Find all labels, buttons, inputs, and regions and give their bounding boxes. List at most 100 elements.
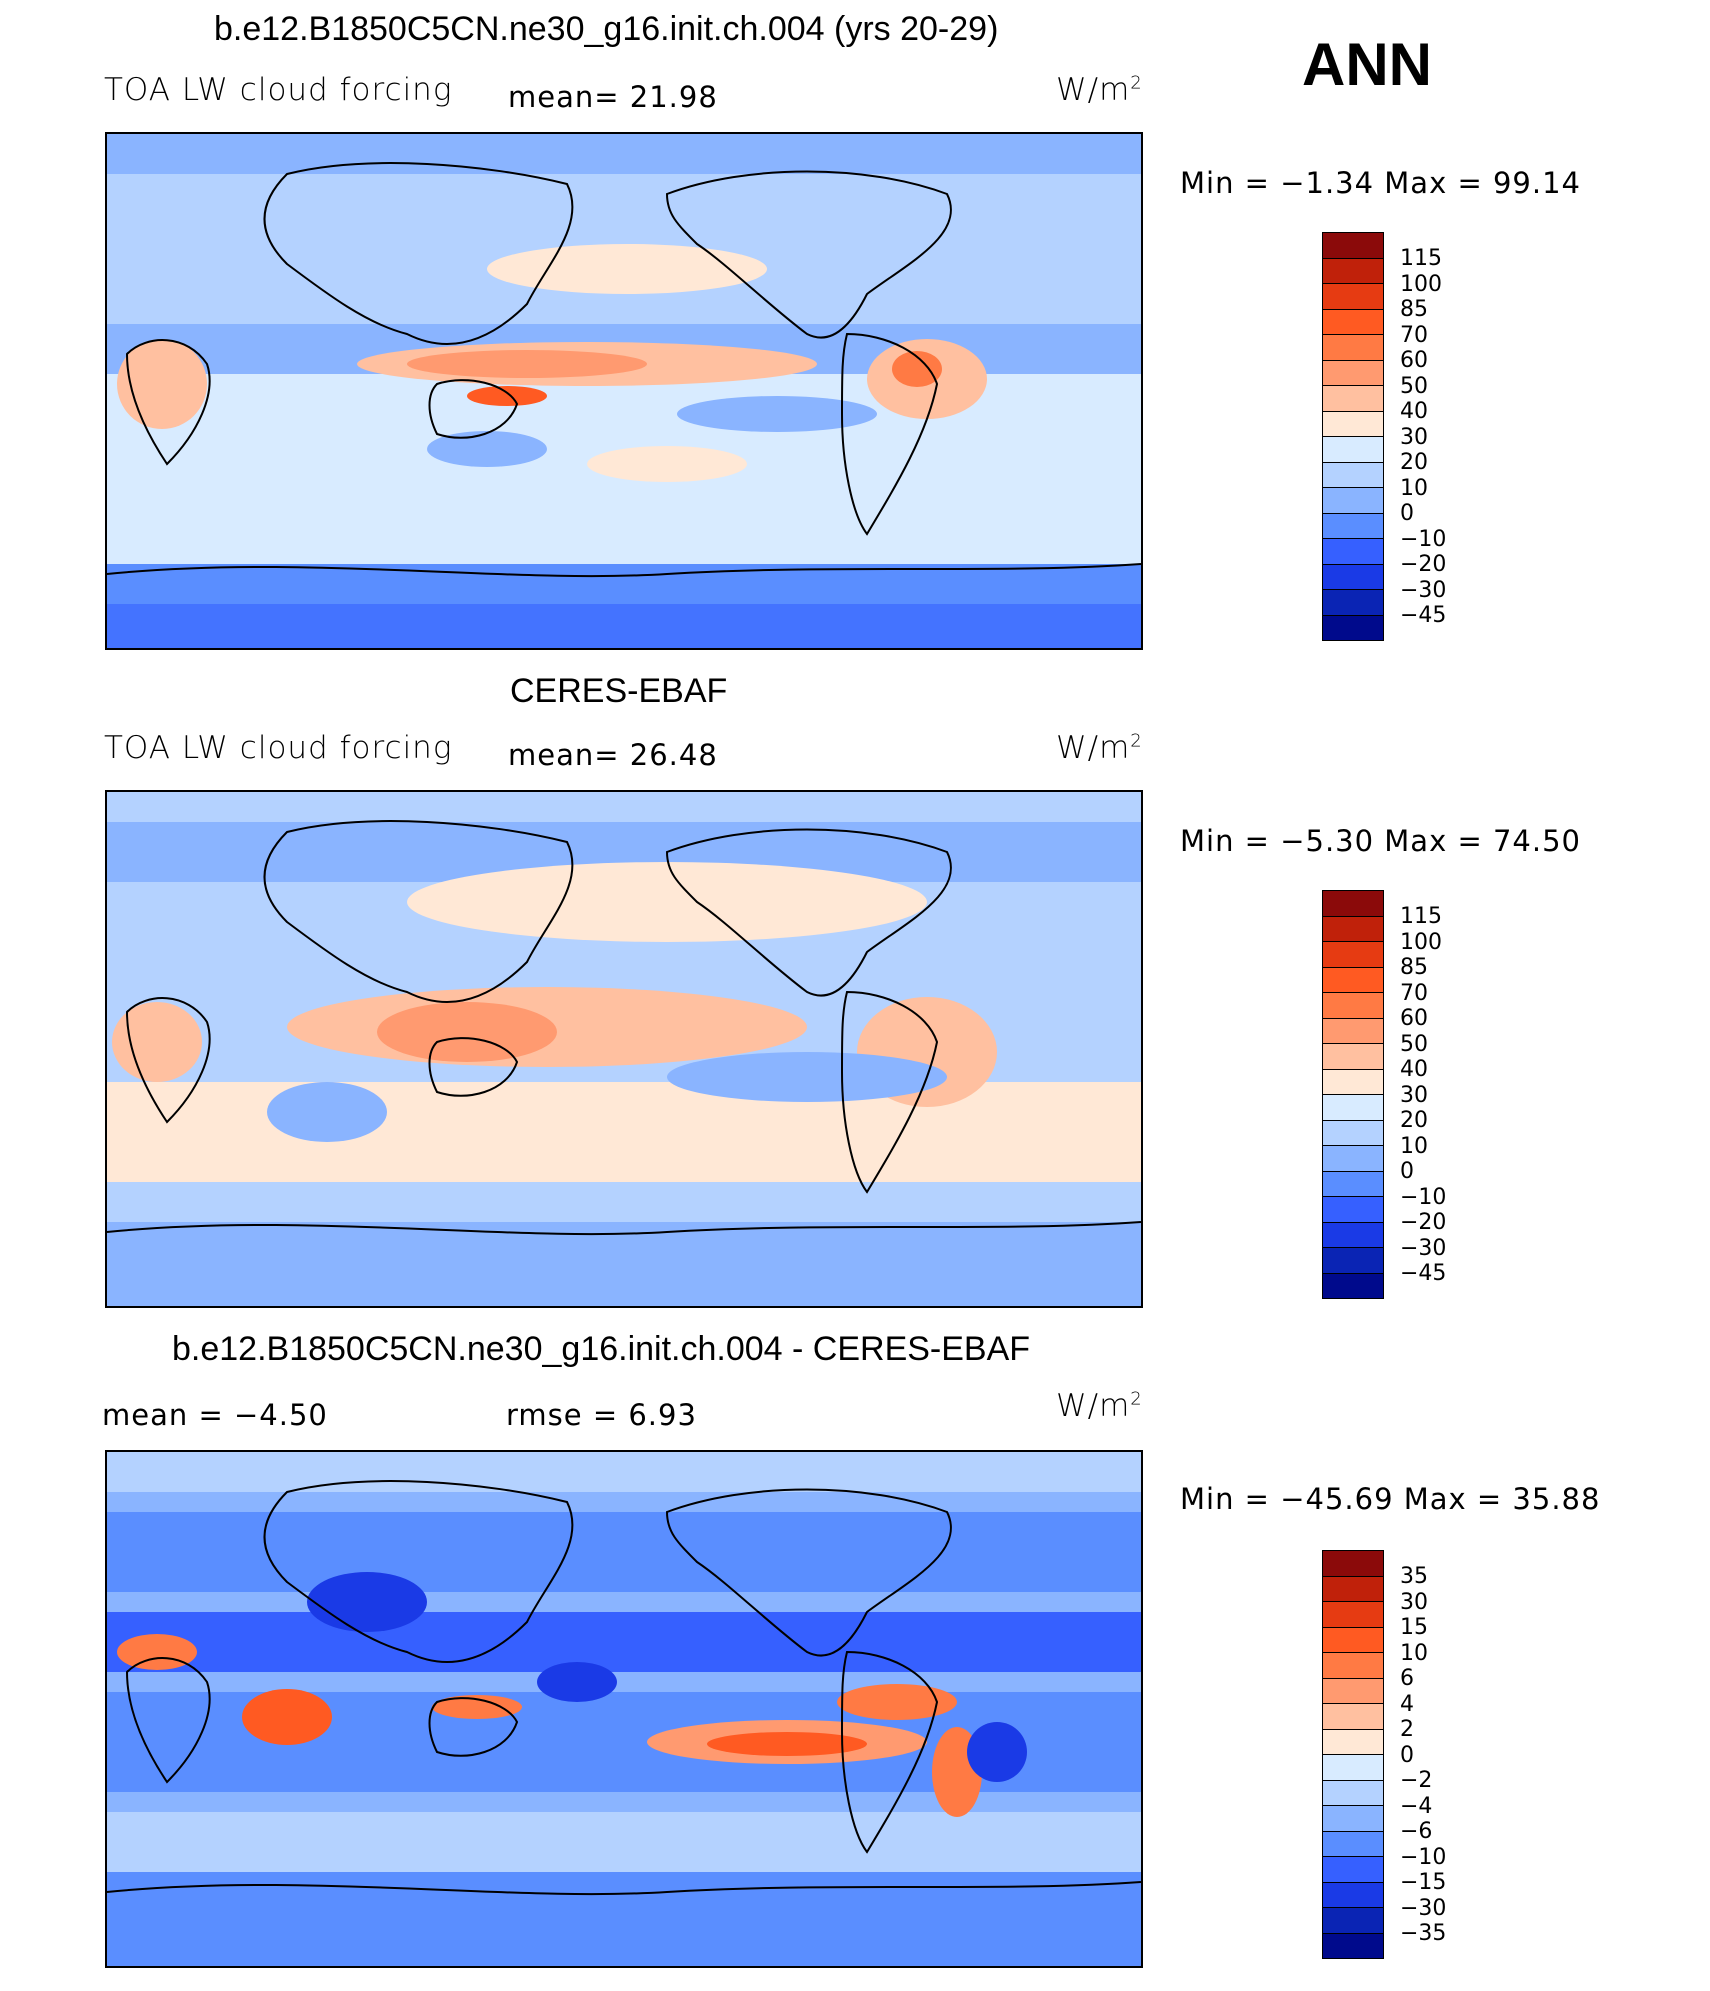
colorbar-swatch [1322,1830,1384,1856]
colorbar-label: 35 [1400,1564,1428,1589]
colorbar-swatch [1322,1247,1384,1273]
colorbar-swatch [1322,1881,1384,1907]
colorbar-label: 85 [1400,297,1428,322]
colorbar-label: −20 [1400,1210,1447,1235]
panel1-colorbar [1322,232,1384,641]
colorbar-swatch [1322,1907,1384,1933]
panel2-map [105,790,1143,1308]
panel2-colorbar [1322,890,1384,1299]
colorbar-label: 50 [1400,373,1428,399]
colorbar-swatch [1322,538,1384,564]
colorbar-swatch [1322,1575,1384,1601]
colorbar-label: 85 [1400,955,1428,980]
colorbar-swatch [1322,1094,1384,1120]
colorbar-swatch [1322,1272,1384,1299]
colorbar-label: 0 [1400,1159,1414,1184]
panel3-rmse: rmse = 6.93 [506,1398,697,1432]
colorbar-label: −10 [1400,526,1447,552]
colorbar-swatch [1322,359,1384,385]
colorbar-swatch [1322,1196,1384,1222]
colorbar-label: −30 [1400,577,1447,603]
colorbar-label: 10 [1400,475,1428,501]
colorbar-swatch [1322,1652,1384,1678]
season-label: ANN [1302,31,1432,98]
colorbar-label: 60 [1400,348,1428,373]
panel3-title: b.e12.B1850C5CN.ne30_g16.init.ch.004 - C… [172,1330,1031,1368]
colorbar-swatch [1322,283,1384,309]
colorbar-swatch [1322,1754,1384,1780]
colorbar-swatch [1322,334,1384,360]
panel1-map [105,132,1143,650]
colorbar-swatch [1322,614,1384,641]
colorbar-label: 10 [1400,1133,1428,1159]
colorbar-swatch [1322,915,1384,941]
colorbar-swatch [1322,1626,1384,1652]
panel1-mean: mean= 21.98 [508,80,718,114]
panel2-units: W/m2 [1056,730,1143,766]
colorbar-label: 115 [1400,904,1442,929]
colorbar-swatch [1322,1170,1384,1196]
colorbar-label: 70 [1400,322,1428,348]
colorbar-swatch [1322,232,1384,258]
colorbar-label: −15 [1400,1870,1447,1895]
colorbar-swatch [1322,1145,1384,1171]
colorbar-swatch [1322,1068,1384,1094]
colorbar-swatch [1322,1119,1384,1145]
colorbar-swatch [1322,410,1384,436]
colorbar-label: 50 [1400,1031,1428,1057]
colorbar-label: −20 [1400,552,1447,577]
colorbar-label: 2 [1400,1717,1414,1742]
panel3-minmax: Min = −45.69 Max = 35.88 [1180,1482,1601,1516]
colorbar-swatch [1322,563,1384,589]
colorbar-swatch [1322,1017,1384,1043]
colorbar-swatch [1322,941,1384,967]
colorbar-label: −6 [1400,1819,1433,1844]
panel1-title: b.e12.B1850C5CN.ne30_g16.init.ch.004 (yr… [214,10,999,48]
colorbar-label: 40 [1400,399,1428,424]
colorbar-label: −45 [1400,603,1447,628]
colorbar-swatch [1322,1856,1384,1882]
colorbar-label: −2 [1400,1768,1433,1793]
colorbar-label: 6 [1400,1666,1414,1691]
panel2-title: CERES-EBAF [510,672,728,710]
colorbar-swatch [1322,487,1384,513]
colorbar-label: 20 [1400,450,1428,475]
colorbar-swatch [1322,1677,1384,1703]
colorbar-label: −30 [1400,1235,1447,1261]
colorbar-label: −45 [1400,1261,1447,1286]
colorbar-label: 0 [1400,501,1414,526]
colorbar-swatch [1322,890,1384,916]
colorbar-swatch [1322,308,1384,334]
panel1-variable-label: TOA LW cloud forcing [104,72,453,108]
colorbar-swatch [1322,1550,1384,1576]
panel1-units: W/m2 [1056,72,1143,108]
colorbar-swatch [1322,1221,1384,1247]
colorbar-swatch [1322,1932,1384,1959]
colorbar-label: 30 [1400,1082,1428,1108]
panel3-colorbar [1322,1550,1384,1959]
colorbar-label: 70 [1400,980,1428,1006]
panel2-variable-label: TOA LW cloud forcing [104,730,453,766]
colorbar-swatch [1322,385,1384,411]
colorbar-swatch [1322,1601,1384,1627]
colorbar-label: −10 [1400,1184,1447,1210]
colorbar-label: 30 [1400,1589,1428,1615]
colorbar-swatch [1322,1728,1384,1754]
colorbar-label: 100 [1400,929,1442,955]
colorbar-swatch [1322,1043,1384,1069]
colorbar-label: 40 [1400,1057,1428,1082]
colorbar-swatch [1322,461,1384,487]
colorbar-label: 60 [1400,1006,1428,1031]
colorbar-swatch [1322,257,1384,283]
colorbar-label: 100 [1400,271,1442,297]
colorbar-label: 15 [1400,1615,1428,1640]
colorbar-swatch [1322,992,1384,1018]
colorbar-swatch [1322,1805,1384,1831]
colorbar-swatch [1322,1703,1384,1729]
colorbar-swatch [1322,966,1384,992]
colorbar-swatch [1322,512,1384,538]
panel2-minmax: Min = −5.30 Max = 74.50 [1180,824,1581,858]
panel3-units: W/m2 [1056,1388,1143,1424]
panel3-map [105,1450,1143,1968]
panel3-mean: mean = −4.50 [102,1398,328,1432]
